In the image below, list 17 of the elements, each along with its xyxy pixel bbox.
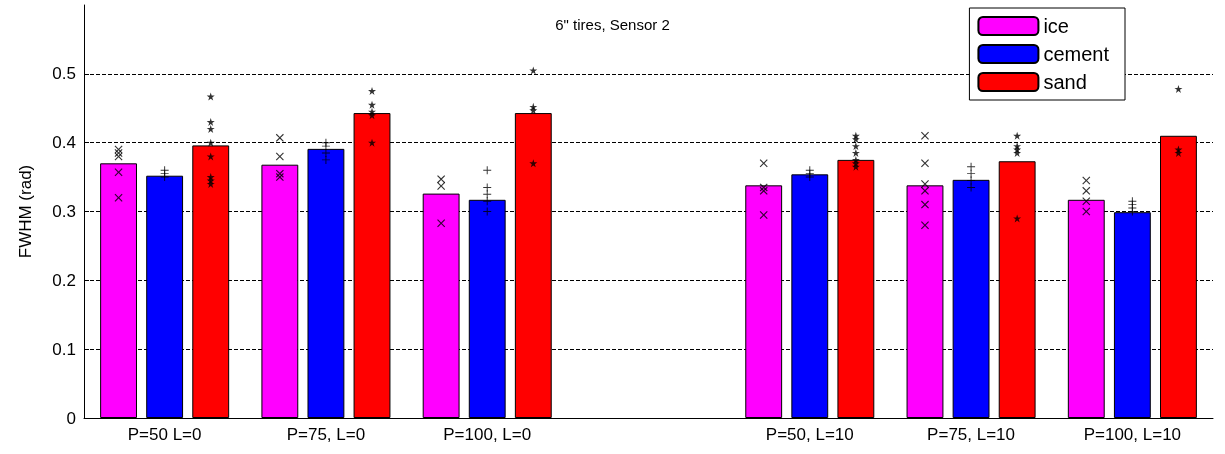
x-tick-label: P=75, L=0 xyxy=(286,425,366,444)
y-tick-label: 0.1 xyxy=(52,339,76,359)
y-tick-label: 0 xyxy=(66,408,76,428)
x-tick-label: P=100, L=0 xyxy=(443,425,532,444)
legend-label: cement xyxy=(1043,43,1110,65)
y-tick-label: 0.5 xyxy=(52,64,76,84)
legend-label: ice xyxy=(1043,15,1069,37)
legend-label: sand xyxy=(1043,71,1087,93)
x-tick-label: P=50 L=0 xyxy=(127,425,202,444)
y-tick-label: 0.3 xyxy=(52,202,76,221)
x-tick-label: P=75, L=10 xyxy=(927,425,1016,444)
text: 6" tires, Sensor 2 xyxy=(555,16,670,33)
x-tick-label: P=50, L=10 xyxy=(765,425,854,444)
x-tick-label: P=100, L=10 xyxy=(1083,425,1182,444)
y-tick-label: 0.4 xyxy=(52,133,76,153)
y-axis-title: FWHM (rad) xyxy=(16,164,35,259)
y-tick-label: 0.2 xyxy=(52,270,76,290)
